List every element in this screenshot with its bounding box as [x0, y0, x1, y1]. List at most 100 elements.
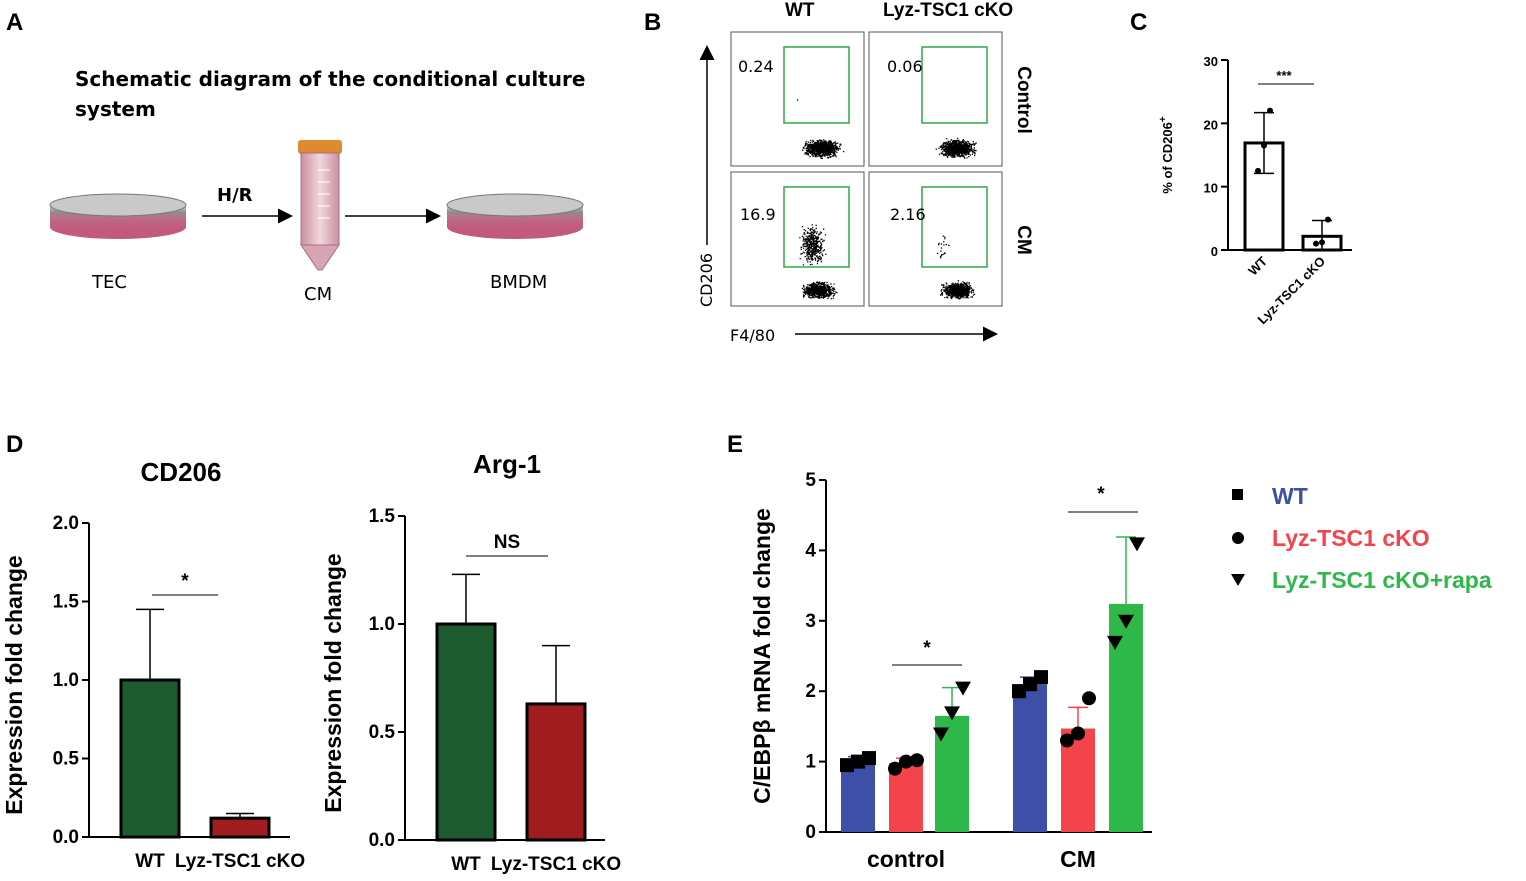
- legend-wt: WT: [1272, 483, 1308, 509]
- flow-row-control: Control: [1013, 66, 1034, 134]
- bar: [525, 702, 587, 842]
- y-tick-label: 10: [1204, 181, 1218, 196]
- tec-dish-icon: [49, 193, 187, 239]
- y-tick-label: 20: [1204, 117, 1218, 132]
- chart-e: 0 1 2 3 4 5 * * control CM C/EBPβ mRNA fold change: [749, 470, 1152, 872]
- y-tick-label: 1.0: [369, 614, 395, 635]
- data-point-circle: [1082, 691, 1096, 706]
- hr-label: H/R: [217, 185, 253, 206]
- data-point-triangle: [1129, 537, 1145, 552]
- y-tick-label: 3: [805, 611, 816, 632]
- data-point: [1267, 107, 1273, 114]
- significance-label: ***: [1276, 68, 1292, 83]
- bar: [209, 816, 271, 839]
- gate-cko-cm: [921, 186, 988, 268]
- data-point-triangle: [933, 727, 949, 742]
- y-tick-label: 4: [805, 540, 816, 561]
- data-point-circle: [910, 753, 924, 768]
- data-point-square: [840, 758, 854, 773]
- data-point-square: [862, 751, 876, 766]
- chart-title: CD206: [141, 457, 222, 487]
- y-tick-label: 0.0: [53, 827, 79, 848]
- dots-cko-cm-gate: [937, 235, 950, 259]
- flow-dots: [796, 99, 977, 300]
- y-tick-label: 2.0: [53, 513, 79, 534]
- bmdm-dish-icon: [446, 193, 584, 239]
- y-tick-label: 2: [805, 681, 816, 702]
- y-tick-label: 5: [805, 470, 816, 491]
- gate-value-cko-control: 0.06: [887, 57, 923, 76]
- flow-row-cm: CM: [1013, 225, 1034, 255]
- data-point-square: [1034, 670, 1048, 685]
- data-point-triangle: [944, 706, 960, 721]
- plot-wt-cm: [730, 171, 865, 307]
- chart-d-arg1: 0.0 0.5 1.0 1.5 NS Arg-1 WT Lyz-TSC1 cKO Express…: [320, 449, 621, 875]
- significance-label: *: [923, 638, 931, 659]
- cm-tube-icon: [298, 140, 342, 271]
- y-axis-label-sup: +: [1158, 116, 1169, 122]
- panel-label-e: E: [727, 431, 743, 458]
- y-axis-label: Expression fold change: [320, 553, 346, 812]
- data-point-circle: [899, 754, 913, 769]
- significance-label: *: [1097, 484, 1105, 505]
- dots-cko-control: [935, 137, 977, 159]
- data-point-square: [1012, 684, 1026, 699]
- y-tick-label: 1.5: [53, 592, 80, 613]
- x-tick-label: Lyz-TSC1 cKO: [175, 851, 305, 872]
- data-point: [1313, 240, 1319, 247]
- flow-col-cko: Lyz-TSC1 cKO: [883, 0, 1013, 21]
- y-tick-label: 0: [805, 822, 816, 843]
- x-tick-label: WT: [451, 854, 481, 875]
- tec-label: TEC: [91, 272, 127, 293]
- significance-label: NS: [494, 532, 520, 553]
- y-axis-label: C/EBPβ mRNA fold change: [749, 508, 775, 804]
- dots-wt-cm-gate: [799, 224, 827, 266]
- gate-value-wt-cm: 16.9: [740, 205, 776, 224]
- gate-wt-cm: [783, 186, 850, 268]
- schematic-panel: Schematic diagram of the conditional cul…: [49, 67, 585, 305]
- legend-square-icon: [1232, 489, 1243, 500]
- data-point-circle: [1060, 733, 1074, 748]
- y-tick-label: 30: [1204, 54, 1218, 69]
- dots-wt-control-gate: [796, 99, 799, 101]
- y-tick-label: 0.5: [369, 722, 396, 743]
- panel-label-b: B: [644, 9, 661, 36]
- x-tick-label: CM: [1060, 846, 1096, 872]
- chart-title: Arg-1: [473, 449, 541, 479]
- y-axis-label: Expression fold change: [1, 555, 27, 814]
- legend-rapa: Lyz-TSC1 cKO+rapa: [1272, 567, 1492, 593]
- y-tick-label: 1.5: [369, 506, 396, 527]
- flow-col-wt: WT: [785, 0, 815, 21]
- bmdm-label: BMDM: [490, 272, 547, 293]
- legend-cko: Lyz-TSC1 cKO: [1272, 525, 1430, 551]
- data-point-circle: [888, 761, 902, 776]
- legend-triangle-icon: [1231, 574, 1245, 586]
- y-tick-label: 1.0: [53, 670, 79, 691]
- significance-label: *: [181, 571, 189, 592]
- legend-e: WT Lyz-TSC1 cKO Lyz-TSC1 cKO+rapa: [1231, 483, 1492, 593]
- panel-label-c: C: [1130, 9, 1147, 36]
- bar: [841, 761, 875, 832]
- bar: [1013, 684, 1047, 832]
- x-tick-label: WT: [1245, 253, 1270, 278]
- y-tick-label: 0.5: [53, 749, 80, 770]
- gate-cko-control: [921, 46, 988, 124]
- flow-cytometry-panel: WT Lyz-TSC1 cKO 0.24 0.06 16.9 2.16 Cont…: [697, 0, 1034, 345]
- dots-wt-control: [802, 139, 845, 159]
- data-point-triangle: [1118, 614, 1134, 629]
- flow-y-label: CD206: [697, 253, 716, 307]
- cm-label: CM: [304, 284, 332, 305]
- chart-d-cd206: 0.0 0.5 1.0 1.5 2.0 * CD206 WT Lyz-TSC1 cKO Expre…: [1, 457, 305, 872]
- data-point: [1261, 142, 1267, 149]
- panel-label-a: A: [6, 9, 23, 36]
- data-point: [1325, 216, 1331, 223]
- y-axis-label: % of CD206+: [1158, 116, 1175, 194]
- dots-wt-cm: [801, 281, 838, 300]
- gate-wt-control: [783, 46, 850, 124]
- data-point: [1255, 167, 1261, 174]
- y-tick-label: 1: [805, 752, 816, 773]
- gate-value-wt-control: 0.24: [738, 57, 774, 76]
- y-tick-label: 0.0: [369, 830, 395, 851]
